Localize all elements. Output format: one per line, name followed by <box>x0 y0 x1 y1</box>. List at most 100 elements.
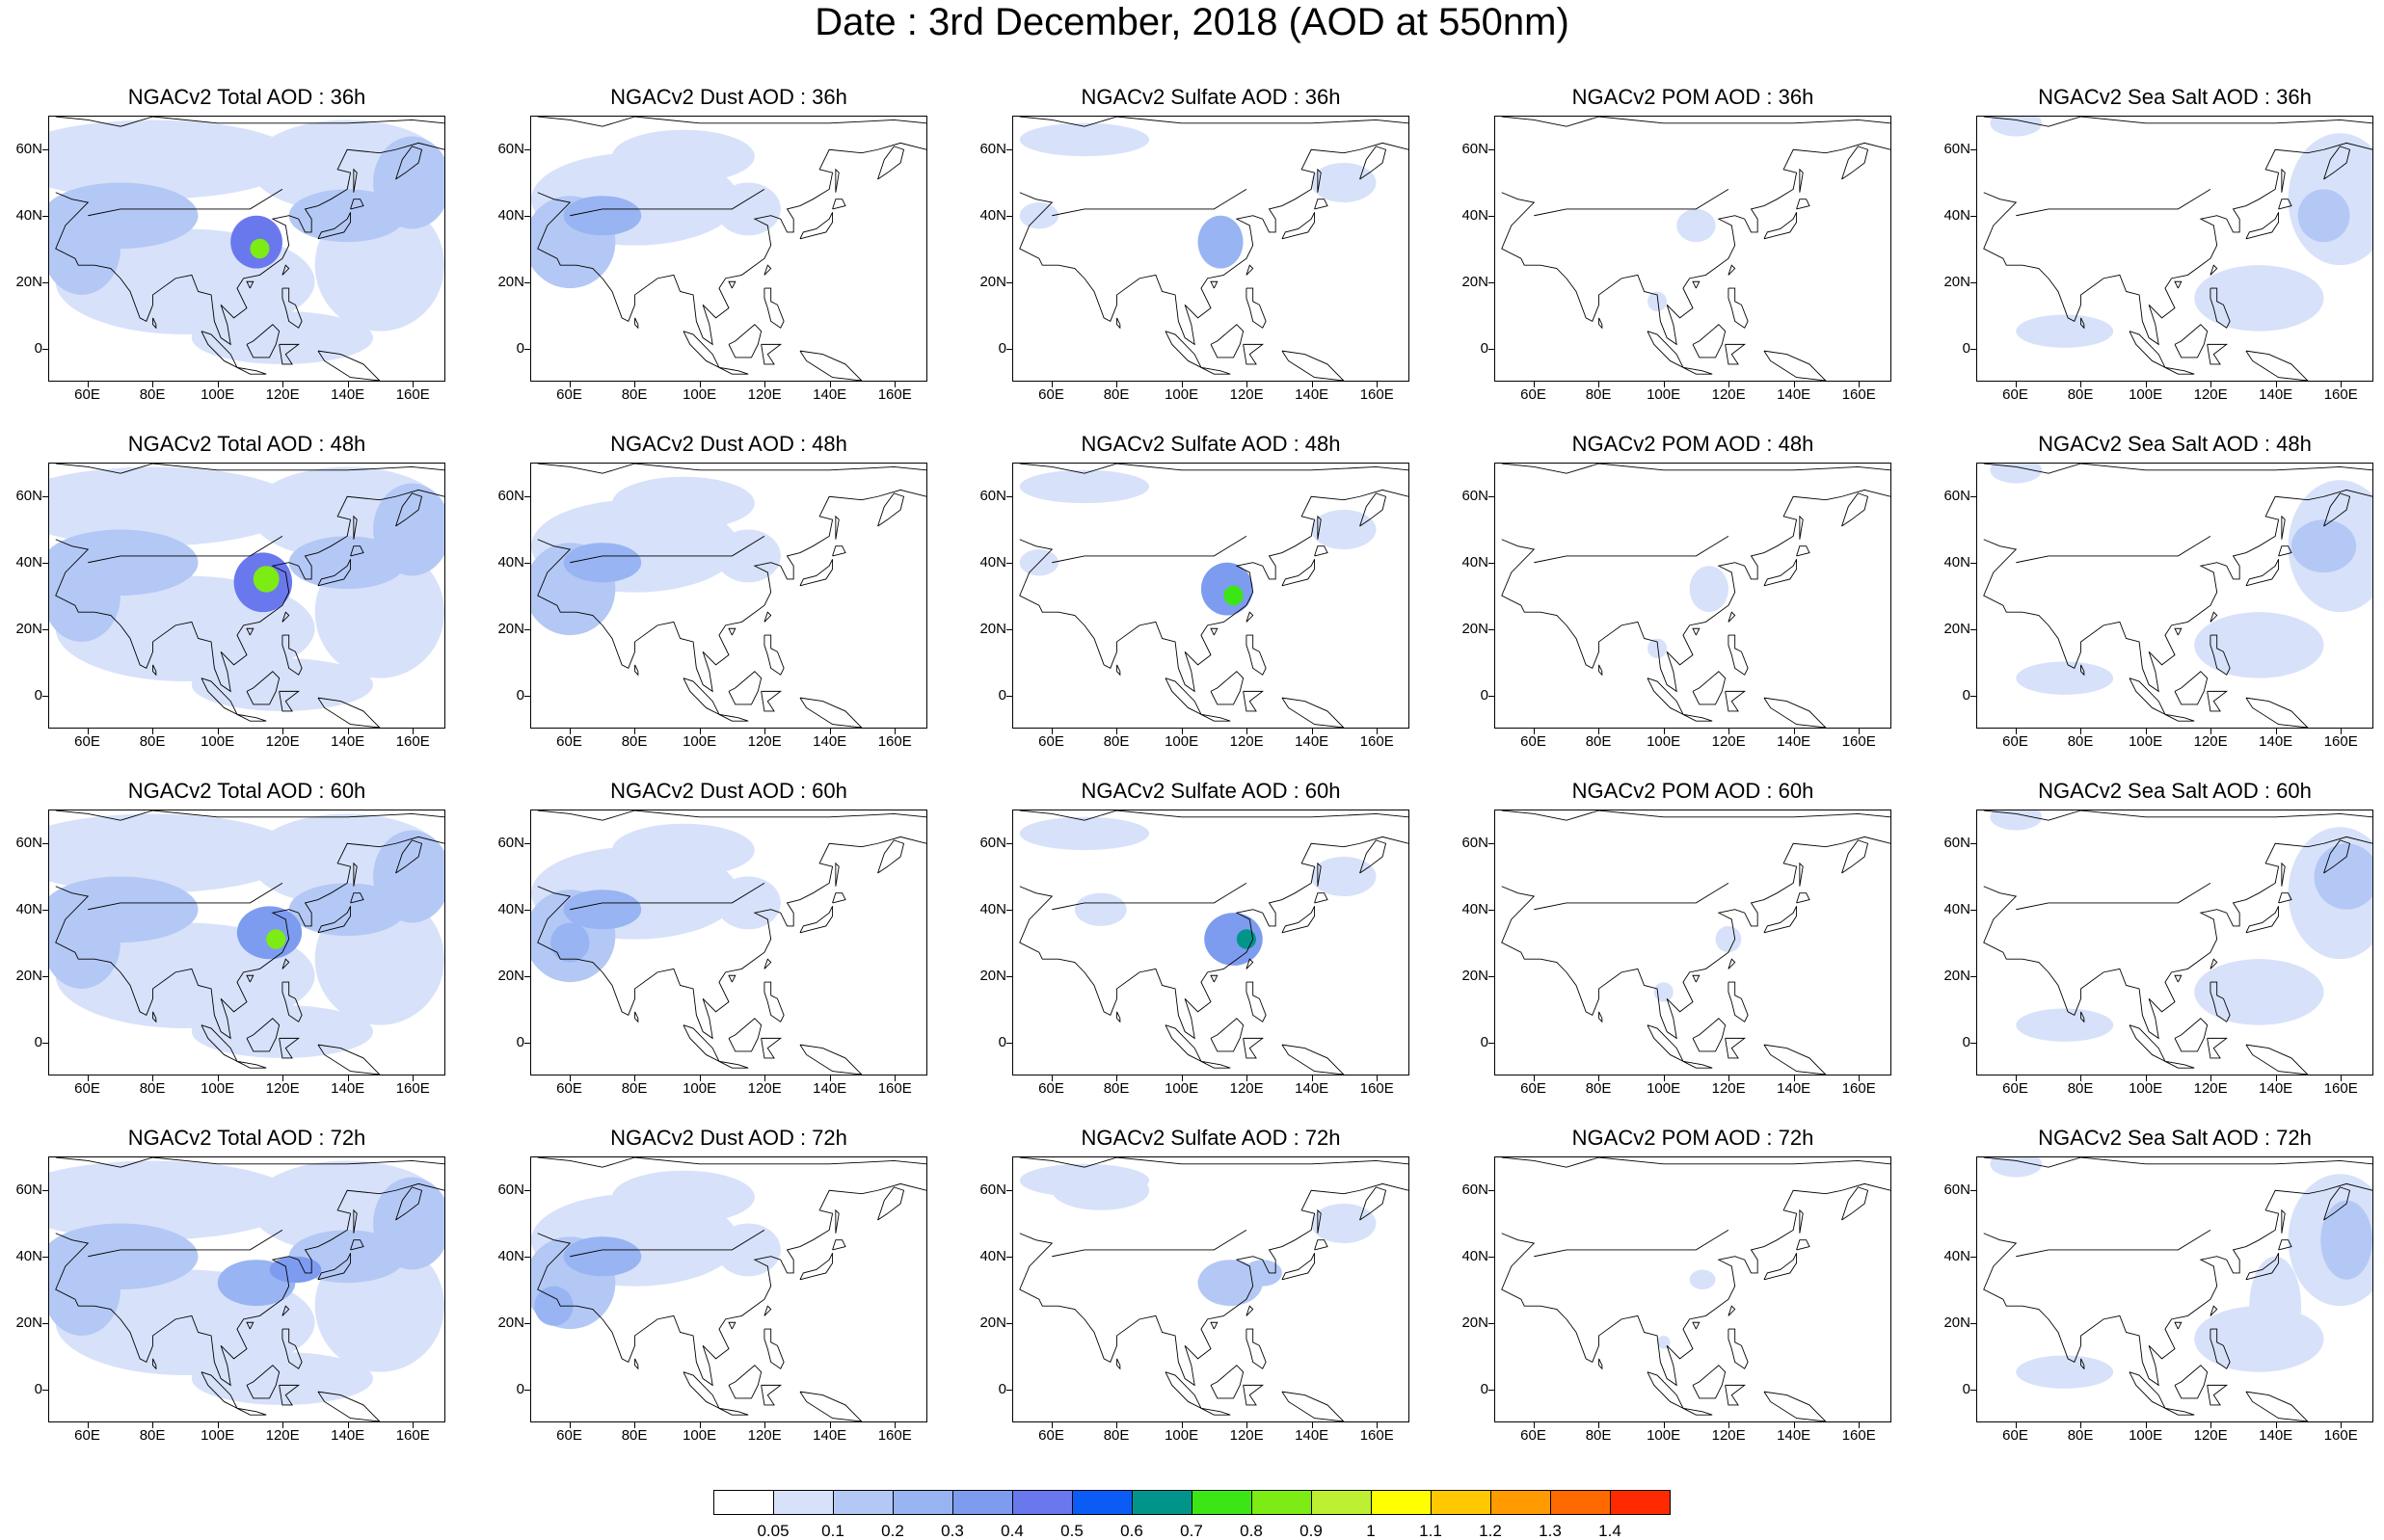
lat-tick <box>42 348 48 350</box>
lat-tick-label: 60N <box>1943 1181 1970 1198</box>
lon-tick-label: 140E <box>1777 386 1811 403</box>
aod-patch <box>373 830 444 923</box>
aod-patch <box>1653 982 1674 1002</box>
lon-tick <box>1181 1075 1183 1081</box>
lat-tick-label: 60N <box>1461 1181 1488 1198</box>
map-panel: NGACv2 Sea Salt AOD : 48h 60N 40N 20N 0 60E 80… <box>1928 432 2373 764</box>
coastline <box>634 664 639 677</box>
lon-tick <box>217 1075 219 1081</box>
coastline <box>2207 1384 2229 1406</box>
coastline <box>1165 1371 1202 1410</box>
coastline <box>1598 1011 1603 1023</box>
panel-title: NGACv2 Sea Salt AOD : 36h <box>2038 85 2312 109</box>
lon-tick-label: 120E <box>1711 1080 1746 1097</box>
coastline <box>1763 1044 1827 1075</box>
coastline <box>835 1208 840 1234</box>
lon-tick-label: 160E <box>395 1427 430 1444</box>
aod-patch <box>2297 189 2350 243</box>
coastline <box>1314 1239 1328 1251</box>
aod-patch <box>1990 810 2043 831</box>
coastline <box>799 212 834 240</box>
coastline <box>317 1253 352 1281</box>
coastline <box>683 1024 720 1063</box>
coastline <box>1052 535 1247 564</box>
lon-tick <box>699 1075 701 1081</box>
panel-title: NGACv2 POM AOD : 36h <box>1571 85 1814 109</box>
lon-tick <box>413 1422 415 1428</box>
map-frame <box>1976 810 2373 1075</box>
colorbar-swatch <box>1550 1490 1611 1515</box>
coastline <box>877 492 905 527</box>
coastline <box>1019 489 1408 693</box>
lon-tick <box>895 1075 897 1081</box>
aod-map <box>49 810 444 1075</box>
colorbar-label: 0.2 <box>881 1522 904 1540</box>
coastline <box>246 627 254 636</box>
lon-tick <box>1311 1422 1313 1428</box>
lat-tick-label: 0 <box>1962 1033 1970 1050</box>
lon-tick <box>282 729 284 734</box>
panel-title: NGACv2 Dust AOD : 72h <box>610 1126 847 1150</box>
lon-tick-label: 80E <box>139 386 166 403</box>
lon-tick-label: 80E <box>2067 733 2094 750</box>
lon-tick <box>1793 1422 1795 1428</box>
coastline <box>1019 117 1408 127</box>
aod-patch <box>611 476 755 530</box>
colorbar-label: 1.4 <box>1598 1522 1621 1540</box>
lon-tick <box>1859 1075 1861 1081</box>
lat-tick-label: 0 <box>1962 339 1970 357</box>
lat-tick <box>42 1389 48 1391</box>
lat-tick-label: 40N <box>1943 553 1970 571</box>
aod-patch <box>191 1352 374 1405</box>
colorbar-swatch <box>1012 1490 1073 1515</box>
lat-tick <box>524 281 530 283</box>
lat-tick-label: 0 <box>1480 1380 1488 1397</box>
map-panel: NGACv2 Dust AOD : 60h 60N 40N 20N 0 60E 80E 100… <box>482 779 927 1111</box>
coastline <box>2281 168 2286 193</box>
coastline <box>1725 690 1747 712</box>
aod-patch <box>2194 959 2324 1025</box>
lon-tick <box>282 1422 284 1428</box>
lon-tick-label: 120E <box>747 1080 782 1097</box>
coastline <box>570 882 765 911</box>
coastline <box>1501 836 1890 1040</box>
lon-tick-label: 100E <box>2129 733 2163 750</box>
coastline <box>1682 713 1713 722</box>
lon-tick-label: 120E <box>2193 386 2228 403</box>
coastline <box>1598 664 1603 677</box>
lon-tick <box>829 729 831 734</box>
coastline <box>718 366 749 375</box>
lon-tick-label: 160E <box>877 1427 912 1444</box>
aod-patch <box>534 1286 574 1326</box>
lon-tick <box>1793 729 1795 734</box>
aod-patch <box>715 182 781 236</box>
lon-tick-label: 140E <box>813 733 847 750</box>
lon-tick <box>282 1075 284 1081</box>
coastline <box>2164 366 2195 375</box>
lat-tick-label: 20N <box>979 273 1006 290</box>
coastline <box>1501 1157 1890 1168</box>
coastline <box>2210 264 2218 276</box>
aod-patch <box>1647 291 1668 312</box>
coastline <box>1243 343 1265 365</box>
coastline <box>683 1371 720 1410</box>
coastline <box>799 697 863 728</box>
coastline <box>281 611 290 623</box>
coastline <box>1200 366 1231 375</box>
coastline <box>1246 981 1267 1022</box>
lat-tick <box>1006 842 1012 844</box>
coastline <box>1501 1182 1890 1387</box>
aod-patch <box>2314 843 2372 910</box>
coastline <box>246 324 281 358</box>
aod-map <box>49 117 444 381</box>
panel-title: NGACv2 Total AOD : 72h <box>127 1126 366 1150</box>
coastline <box>1317 168 1322 193</box>
lon-tick-label: 160E <box>395 1080 430 1097</box>
map-panel: NGACv2 Sulfate AOD : 60h 60N 40N 20N 0 60E 80E… <box>964 779 1409 1111</box>
lat-tick <box>524 562 530 564</box>
coastline <box>2174 1018 2209 1052</box>
colorbar-label: 0.6 <box>1120 1522 1143 1540</box>
map-frame <box>1494 116 1891 382</box>
lon-tick-label: 140E <box>1777 1080 1811 1097</box>
aod-map <box>531 464 926 728</box>
